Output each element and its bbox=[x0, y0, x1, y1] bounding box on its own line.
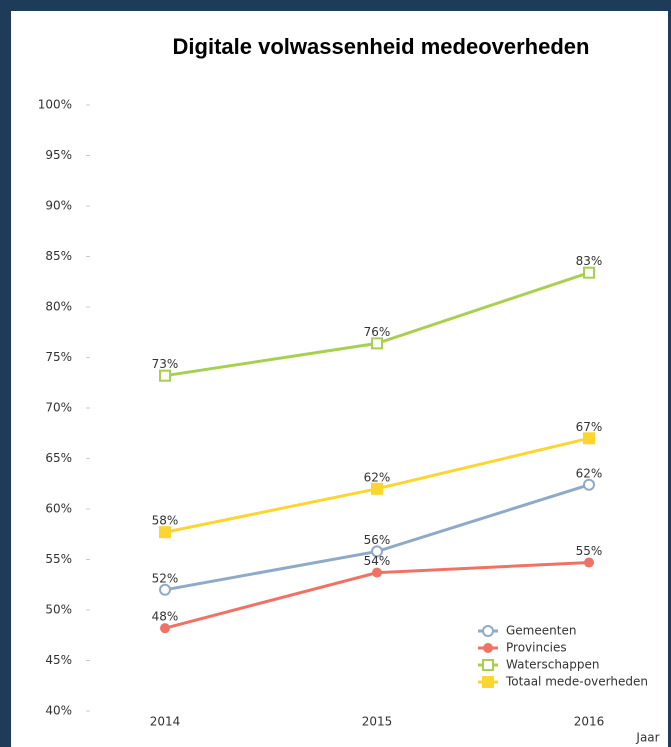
x-tick-label: 2016 bbox=[574, 715, 605, 729]
y-tick-label: 80% bbox=[45, 300, 72, 314]
data-point bbox=[371, 482, 383, 495]
y-tick-label: 50% bbox=[45, 603, 72, 617]
x-axis-label: Jaar bbox=[635, 731, 659, 745]
data-point bbox=[160, 623, 170, 634]
data-label: 55% bbox=[576, 544, 603, 558]
y-tick-label: 95% bbox=[45, 148, 72, 162]
data-point bbox=[372, 567, 382, 578]
legend-marker bbox=[482, 659, 494, 671]
plot-background bbox=[11, 11, 668, 747]
data-label: 83% bbox=[576, 254, 603, 268]
legend-marker bbox=[482, 676, 494, 688]
y-tick-label: 40% bbox=[45, 704, 72, 718]
y-tick-label: 65% bbox=[45, 451, 72, 465]
data-point bbox=[159, 526, 171, 539]
data-point bbox=[371, 545, 383, 558]
legend-label: Gemeenten bbox=[506, 624, 576, 638]
data-point bbox=[371, 337, 383, 350]
legend-label: Provincies bbox=[506, 641, 567, 655]
data-label: 56% bbox=[364, 533, 391, 547]
data-label: 62% bbox=[364, 470, 391, 484]
chart-title: Digitale volwassenheid medeoverheden bbox=[173, 34, 590, 59]
y-tick-label: 55% bbox=[45, 552, 72, 566]
data-point bbox=[583, 478, 595, 491]
legend-label: Waterschappen bbox=[506, 658, 600, 672]
y-tick-label: 45% bbox=[45, 653, 72, 667]
y-tick-label: 70% bbox=[45, 401, 72, 415]
data-label: 48% bbox=[152, 610, 179, 624]
y-tick-label: 90% bbox=[45, 199, 72, 213]
y-tick-label: 85% bbox=[45, 249, 72, 263]
data-label: 73% bbox=[152, 357, 179, 371]
legend-label: Totaal mede-overheden bbox=[505, 675, 648, 689]
data-label: 62% bbox=[576, 466, 603, 480]
y-tick-label: 75% bbox=[45, 350, 72, 364]
y-tick-label: 60% bbox=[45, 502, 72, 516]
legend-marker bbox=[483, 643, 493, 653]
data-point bbox=[584, 557, 594, 568]
data-point bbox=[159, 369, 171, 382]
y-tick-label: 100% bbox=[38, 98, 72, 112]
x-tick-label: 2015 bbox=[362, 715, 393, 729]
legend-marker bbox=[482, 625, 494, 637]
data-label: 58% bbox=[152, 514, 179, 528]
data-label: 76% bbox=[364, 325, 391, 339]
data-point bbox=[159, 583, 171, 596]
data-point bbox=[583, 266, 595, 279]
data-label: 67% bbox=[576, 420, 603, 434]
data-label: 54% bbox=[364, 554, 391, 568]
data-point bbox=[583, 432, 595, 445]
data-label: 52% bbox=[152, 571, 179, 585]
x-tick-label: 2014 bbox=[150, 715, 181, 729]
